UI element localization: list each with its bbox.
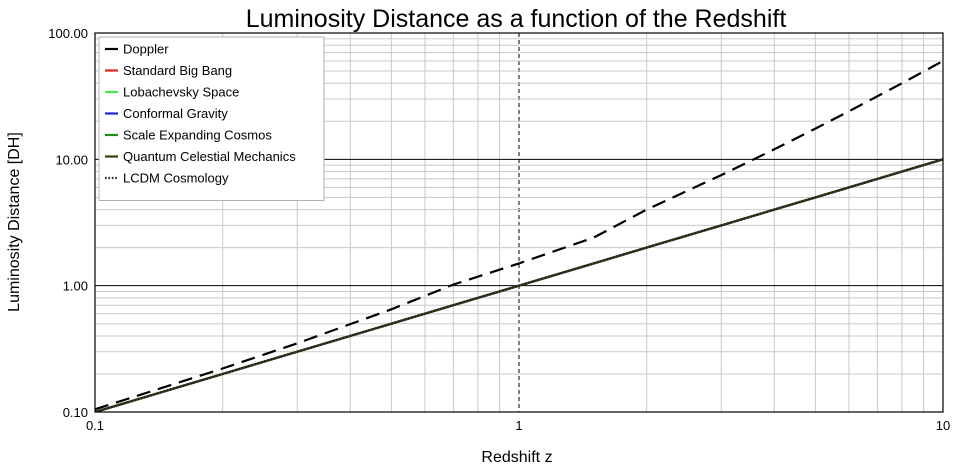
tick-labels: 0.1 1 10 0.10 1.00 10.00 100.00 [48, 26, 950, 433]
legend-entry-label: Scale Expanding Cosmos [123, 128, 272, 143]
legend-entry-label: LCDM Cosmology [123, 171, 229, 186]
plot-border [94, 32, 944, 413]
x-tick-label: 10 [936, 418, 950, 433]
legend-entry-label: Quantum Celestial Mechanics [123, 149, 296, 164]
legend-entry-label: Doppler [123, 42, 169, 57]
legend-entry-label: Conformal Gravity [123, 106, 228, 121]
legend-entry-label: Standard Big Bang [123, 63, 232, 78]
series-line-doppler [95, 60, 943, 411]
x-axis-label: Redshift z [481, 449, 552, 466]
legend-entry-label: Lobachevsky Space [123, 85, 239, 100]
legend: Doppler Standard Big Bang Lobachevsky Spac… [98, 36, 325, 201]
chart-title: Luminosity Distance as a function of the… [246, 5, 787, 33]
y-axis-label: Luminosity Distance [DH] [6, 132, 23, 312]
x-tick-label: 0.1 [86, 418, 104, 433]
series-line-lcdm-cosmology [95, 158, 943, 412]
grid [95, 33, 943, 412]
series-layer [95, 60, 943, 412]
plot-frame [94, 32, 944, 413]
x-tick-label: 1 [515, 418, 522, 433]
y-tick-label: 0.10 [63, 405, 88, 420]
legend-box [98, 36, 325, 201]
y-tick-label: 1.00 [63, 279, 88, 294]
y-tick-label: 100.00 [48, 26, 88, 41]
y-tick-label: 10.00 [55, 152, 88, 167]
